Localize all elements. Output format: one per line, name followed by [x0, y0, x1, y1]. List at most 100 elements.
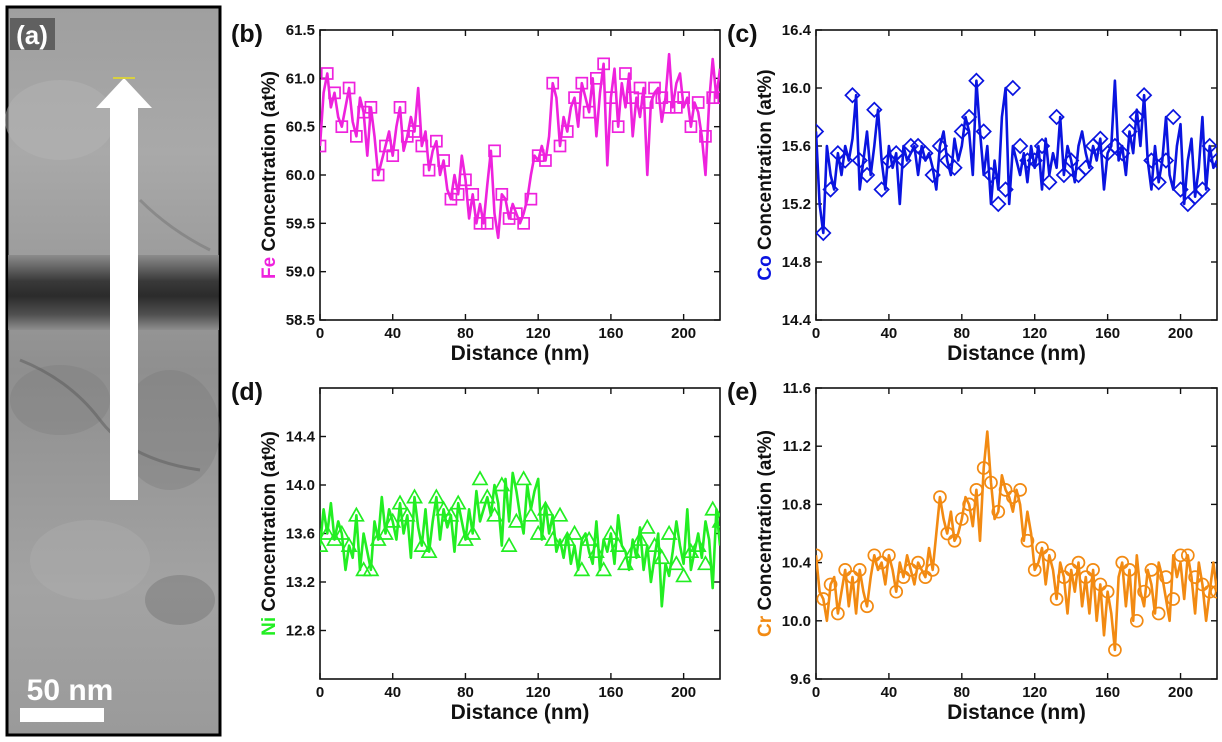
- chart-co-frame: [815, 29, 1218, 321]
- chart-ni-marker: [362, 561, 380, 577]
- chart-ni-xtick-label: 160: [598, 684, 623, 701]
- chart-co-ytick-label: 15.2: [782, 196, 811, 213]
- chart-cr-ytick-label: 11.2: [783, 438, 811, 455]
- chart-ni-marker: [377, 524, 394, 540]
- chart-fe-ylabel: Fe Concentration (at%): [259, 71, 280, 279]
- chart-fe-marker: [379, 139, 392, 153]
- chart-fe-panel-label: (b): [231, 20, 263, 48]
- chart-co-marker: [1143, 152, 1160, 169]
- chart-ni-xtick-label: 200: [671, 684, 696, 701]
- chart-cr-marker: [1137, 584, 1151, 599]
- chart-ni-marker: [689, 536, 707, 552]
- chart-ni-ytick-label: 12.8: [286, 623, 315, 640]
- chart-ni-data: [320, 470, 720, 608]
- chart-ni-marker: [529, 524, 547, 540]
- chart-ni-marker: [609, 536, 627, 552]
- chart-fe-marker: [422, 163, 436, 177]
- chart-co-xtick-label: 160: [1095, 325, 1120, 342]
- chart-fe-marker: [553, 139, 567, 153]
- chart-fe-ytick-label: 59.0: [286, 264, 315, 281]
- chart-cr-xtick-label: 200: [1168, 684, 1193, 701]
- chart-co-marker: [1062, 152, 1080, 169]
- chart-co-marker: [858, 166, 876, 184]
- chart-co-marker: [1150, 174, 1167, 191]
- chart-ni-ytick-label: 14.4: [286, 429, 316, 446]
- chart-fe-xtick-label: 40: [384, 325, 401, 342]
- chart-fe-xtick-label: 0: [316, 325, 324, 342]
- chart-cr-marker: [954, 512, 969, 526]
- chart-cr-marker: [903, 563, 918, 577]
- chart-ni-marker: [624, 542, 642, 559]
- co-chart: 0 40 80 120 160 200 14.4 14.8 15.2 15.6 16.0 16.4 Di…: [727, 20, 1218, 365]
- tem-texture: [145, 575, 215, 625]
- chart-fe-marker: [568, 91, 581, 105]
- chart-fe-xtick-label: 120: [526, 325, 551, 342]
- chart-cr-marker: [1195, 577, 1210, 592]
- chart-co-marker: [836, 152, 854, 169]
- chart-fe-marker: [510, 207, 523, 221]
- cr-chart: 0 40 80 120 160 200 9.6 10.0 10.4 10.8 11.2 11.6 Dis…: [727, 378, 1218, 724]
- chart-co-marker: [931, 137, 949, 155]
- chart-cr-marker: [845, 570, 860, 585]
- tem-texture: [5, 80, 115, 160]
- chart-cr-marker: [976, 461, 991, 475]
- chart-ni-marker: [507, 512, 525, 528]
- scale-bar: [20, 708, 104, 722]
- chart-fe-marker: [517, 216, 530, 230]
- chart-fe-marker: [393, 100, 407, 114]
- chart-co-ytick-label: 15.6: [782, 138, 811, 155]
- chart-cr-marker: [816, 592, 831, 606]
- chart-co-data: [816, 72, 1217, 242]
- chart-cr-marker: [947, 533, 962, 548]
- chart-co-marker: [1004, 79, 1022, 97]
- chart-ni-marker: [398, 506, 416, 522]
- chart-ni-marker: [478, 488, 496, 504]
- chart-fe-marker: [560, 125, 574, 138]
- chart-cr-marker: [1078, 570, 1093, 585]
- chart-ni-ytick-label: 14.0: [286, 477, 315, 494]
- chart-co-marker: [822, 181, 839, 198]
- chart-cr-ytick-label: 10.0: [782, 613, 811, 630]
- chart-ni-marker: [573, 561, 591, 577]
- chart-cr-marker: [918, 570, 933, 585]
- chart-cr-marker: [1122, 563, 1137, 577]
- chart-co-marker: [1041, 174, 1058, 191]
- chart-cr-ytick-label: 10.4: [782, 555, 812, 572]
- chart-co-ylabel-element: Co: [755, 255, 776, 280]
- chart-ni-marker: [340, 536, 358, 552]
- chart-fe-marker: [662, 100, 676, 114]
- chart-cr-xtick-label: 160: [1095, 684, 1120, 701]
- chart-cr-marker: [1108, 643, 1122, 657]
- chart-cr-marker: [852, 563, 867, 577]
- chart-fe-marker: [320, 139, 327, 153]
- chart-fe-marker: [408, 125, 421, 138]
- chart-cr-marker: [1180, 548, 1195, 563]
- chart-fe-marker: [473, 216, 487, 230]
- chart-fe-marker: [597, 57, 610, 71]
- chart-cr-marker: [816, 548, 823, 563]
- chart-co-marker: [1048, 108, 1065, 126]
- chart-ni-ytick-label: 13.6: [286, 526, 315, 543]
- chart-ni-marker: [551, 506, 569, 522]
- chart-ni-marker: [638, 518, 656, 534]
- chart-cr-marker: [1064, 563, 1079, 577]
- chart-cr-marker: [1049, 592, 1064, 606]
- scale-bar-label: 50 nm: [27, 674, 114, 707]
- chart-cr-marker: [1188, 570, 1202, 585]
- chart-fe-marker: [677, 91, 690, 105]
- chart-fe-marker: [371, 168, 385, 182]
- chart-co-marker: [990, 195, 1007, 213]
- chart-co-marker: [1026, 152, 1043, 169]
- chart-fe-marker: [320, 67, 334, 80]
- panel-label-a: (a): [16, 20, 48, 50]
- chart-cr-marker: [1100, 584, 1115, 599]
- chart-co-xtick-label: 120: [1022, 325, 1047, 342]
- chart-cr-marker: [933, 490, 947, 504]
- chart-ni-marker: [413, 536, 431, 552]
- chart-ni-marker: [646, 536, 663, 552]
- chart-co-marker: [1121, 123, 1138, 140]
- chart-ni-ylabel: Ni Concentration (at%): [259, 431, 280, 636]
- chart-fe-marker: [480, 216, 494, 230]
- chart-fe-xtick-label: 80: [457, 325, 474, 342]
